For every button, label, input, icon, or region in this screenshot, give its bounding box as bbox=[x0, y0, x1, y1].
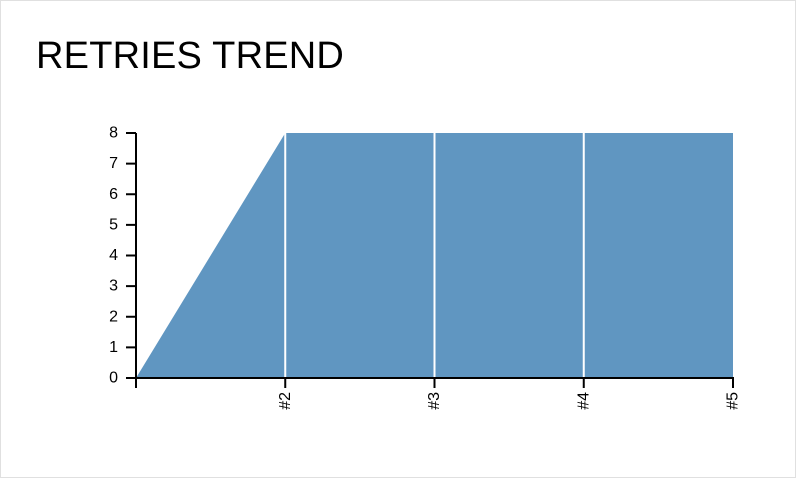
y-tick-label: 3 bbox=[109, 278, 118, 295]
x-tick-label: #5 bbox=[725, 392, 742, 410]
y-tick-label: 0 bbox=[109, 370, 118, 387]
y-tick-label: 7 bbox=[109, 155, 118, 172]
y-tick-label: 2 bbox=[109, 308, 118, 325]
y-tick-label: 5 bbox=[109, 216, 118, 233]
x-tick-label: #3 bbox=[426, 392, 443, 410]
chart-title: RETRIES TREND bbox=[36, 35, 345, 77]
y-tick-label: 8 bbox=[109, 125, 118, 142]
x-tick-label: #4 bbox=[575, 392, 592, 410]
y-tick-label: 1 bbox=[109, 339, 118, 356]
y-tick-label: 6 bbox=[109, 186, 118, 203]
x-tick-label: #2 bbox=[277, 392, 294, 410]
y-tick-label: 4 bbox=[109, 247, 118, 264]
